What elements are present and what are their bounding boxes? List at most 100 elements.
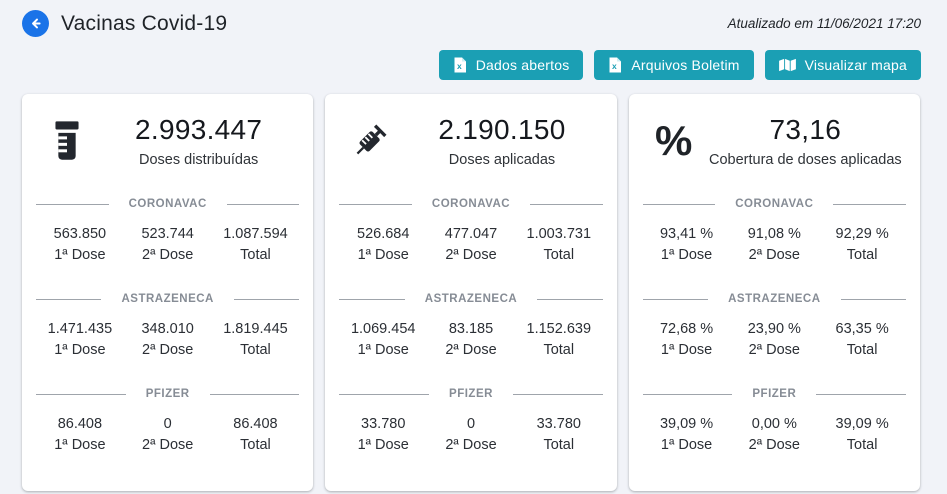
stat-label: 2ª Dose (142, 247, 194, 263)
stat-dose2: 477.047 2ª Dose (427, 226, 515, 263)
stat-dose2: 523.744 2ª Dose (124, 226, 212, 263)
card-value: 73,16 (769, 114, 842, 145)
file-excel-icon: x (453, 57, 467, 73)
card-cobertura: % 73,16 Cobertura de doses aplicadas COR… (628, 94, 920, 491)
card-headline: 2.993.447 Doses distribuídas (98, 114, 299, 168)
dados-abertos-button[interactable]: x Dados abertos (438, 50, 584, 80)
stat-total: 86.408 Total (212, 416, 300, 453)
card-header: 2.190.150 Doses aplicadas (339, 114, 602, 168)
stat-label: 1ª Dose (357, 437, 409, 453)
arquivos-boletim-button[interactable]: x Arquivos Boletim (594, 50, 754, 80)
updated-timestamp: Atualizado em 11/06/2021 17:20 (727, 16, 921, 31)
title-row: Vacinas Covid-19 Atualizado em 11/06/202… (22, 10, 921, 37)
stat-label: 2ª Dose (445, 342, 497, 358)
stat-value: 1.003.731 (526, 226, 592, 242)
section-divider: ASTRAZENECA (36, 293, 300, 305)
stat-value: 33.780 (536, 416, 581, 432)
stat-dose2: 23,90 % 2ª Dose (730, 321, 818, 358)
stat-value: 477.047 (444, 226, 498, 242)
stat-value: 86.408 (57, 416, 103, 432)
stat-dose2: 83.185 2ª Dose (427, 321, 515, 358)
stat-total: 1.087.594 Total (212, 226, 300, 263)
stat-dose1: 93,41 % 1ª Dose (643, 226, 731, 263)
stat-label: 1ª Dose (54, 342, 106, 358)
stat-label: 1ª Dose (54, 437, 106, 453)
button-label: Dados abertos (475, 57, 570, 73)
stat-label: 2ª Dose (748, 437, 800, 453)
stat-value: 0 (163, 416, 172, 432)
section-astrazeneca: ASTRAZENECA 72,68 % 1ª Dose 23,90 % 2ª Dos… (642, 293, 906, 358)
section-name: CORONAVAC (431, 198, 511, 210)
stat-value: 23,90 % (747, 321, 801, 337)
stat-value: 92,29 % (835, 226, 889, 242)
stat-value: 39,09 % (659, 416, 714, 432)
stat-label: Total (543, 342, 575, 358)
stat-label: 1ª Dose (660, 247, 713, 263)
stat-value: 563.850 (53, 226, 107, 242)
section-divider: CORONAVAC (339, 198, 603, 210)
section-astrazeneca: ASTRAZENECA 1.069.454 1ª Dose 83.185 2ª Do… (339, 293, 603, 358)
stats-row: 526.684 1ª Dose 477.047 2ª Dose 1.003.731 T… (339, 226, 602, 263)
stat-label: Total (846, 342, 878, 358)
section-pfizer: PFIZER 39,09 % 1ª Dose 0,00 % 2ª Dose 39,0… (642, 388, 906, 453)
button-label: Arquivos Boletim (631, 57, 740, 73)
section-divider: CORONAVAC (36, 198, 300, 210)
stat-label: 1ª Dose (357, 247, 409, 263)
svg-text:x: x (457, 61, 462, 71)
vial-icon (36, 121, 98, 161)
stat-dose2: 91,08 % 2ª Dose (730, 226, 818, 263)
stat-label: Total (543, 247, 575, 263)
stat-label: Total (846, 247, 878, 263)
stat-dose1: 1.471.435 1ª Dose (36, 321, 124, 358)
stat-total: 92,29 % Total (818, 226, 906, 263)
stats-row: 33.780 1ª Dose 0 2ª Dose 33.780 Total (339, 416, 602, 453)
stat-dose2: 0 2ª Dose (124, 416, 212, 453)
stat-dose2: 0 2ª Dose (427, 416, 515, 453)
stat-label: 2ª Dose (142, 342, 194, 358)
back-button[interactable] (22, 10, 49, 37)
card-label: Doses aplicadas (448, 152, 556, 168)
section-divider: PFIZER (642, 388, 906, 400)
visualizar-mapa-button[interactable]: Visualizar mapa (764, 50, 921, 80)
section-name: PFIZER (752, 388, 797, 400)
stat-dose1: 563.850 1ª Dose (36, 226, 124, 263)
button-label: Visualizar mapa (804, 57, 907, 73)
arrow-left-icon (28, 16, 43, 31)
stats-row: 563.850 1ª Dose 523.744 2ª Dose 1.087.594 T… (36, 226, 299, 263)
stats-row: 1.471.435 1ª Dose 348.010 2ª Dose 1.819.44… (36, 321, 299, 358)
stat-label: 2ª Dose (142, 437, 194, 453)
card-value: 2.190.150 (438, 114, 566, 145)
file-excel-icon: x (608, 57, 622, 73)
stat-value: 1.819.445 (223, 321, 288, 337)
stats-row: 72,68 % 1ª Dose 23,90 % 2ª Dose 63,35 % Tot… (643, 321, 906, 358)
section-pfizer: PFIZER 33.780 1ª Dose 0 2ª Dose 33.780 Tota… (339, 388, 603, 453)
stat-label: Total (240, 342, 271, 358)
stat-value: 1.152.639 (526, 321, 592, 337)
section-coronavac: CORONAVAC 93,41 % 1ª Dose 91,08 % 2ª Dose … (642, 198, 906, 263)
stat-total: 1.003.731 Total (515, 226, 603, 263)
stat-value: 63,35 % (835, 321, 889, 337)
section-pfizer: PFIZER 86.408 1ª Dose 0 2ª Dose 86.408 Tota… (36, 388, 300, 453)
card-headline: 2.190.150 Doses aplicadas (401, 114, 602, 168)
stat-total: 1.152.639 Total (515, 321, 603, 358)
stat-value: 0 (466, 416, 476, 432)
section-name: CORONAVAC (128, 198, 207, 210)
stat-value: 1.069.454 (350, 321, 416, 337)
stats-row: 93,41 % 1ª Dose 91,08 % 2ª Dose 92,29 % Tot… (643, 226, 906, 263)
stat-value: 1.471.435 (47, 321, 113, 337)
section-divider: ASTRAZENECA (339, 293, 603, 305)
section-name: ASTRAZENECA (728, 293, 821, 305)
stat-label: Total (846, 437, 878, 453)
stat-label: 2ª Dose (445, 247, 497, 263)
stat-label: 1ª Dose (54, 247, 106, 263)
section-divider: PFIZER (36, 388, 300, 400)
stat-label: 1ª Dose (660, 342, 713, 358)
stat-value: 523.744 (141, 226, 194, 242)
section-coronavac: CORONAVAC 526.684 1ª Dose 477.047 2ª Dose … (339, 198, 603, 263)
toolbar: x Dados abertos x Arquivos Boletim Visua… (22, 50, 921, 80)
section-divider: CORONAVAC (642, 198, 906, 210)
stat-value: 83.185 (448, 321, 494, 337)
section-name: CORONAVAC (735, 198, 814, 210)
stats-row: 39,09 % 1ª Dose 0,00 % 2ª Dose 39,09 % Tota… (643, 416, 906, 453)
stat-label: Total (543, 437, 575, 453)
